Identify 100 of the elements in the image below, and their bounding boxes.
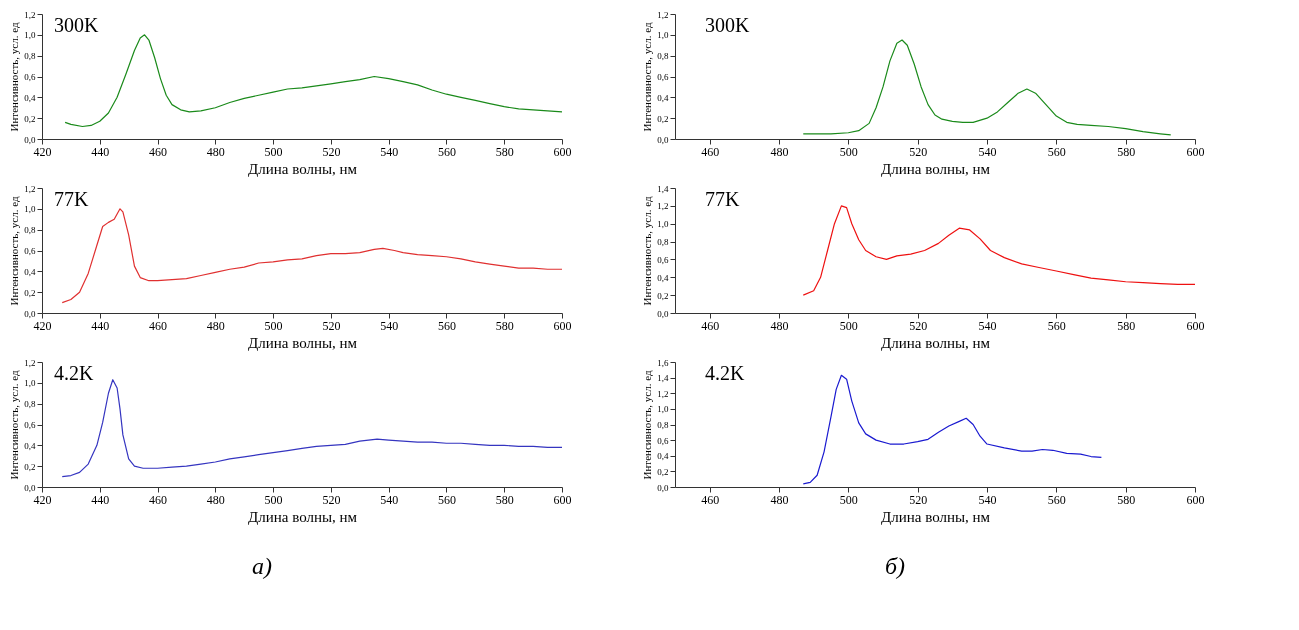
x-tick-label: 580: [495, 492, 514, 507]
y-tick-label: 1,0: [24, 204, 36, 215]
y-tick-label: 0,2: [24, 461, 36, 472]
x-tick-label: 540: [380, 492, 399, 507]
y-tick-label: 0,0: [24, 308, 36, 319]
y-tick-label: 1,0: [24, 378, 36, 389]
y-tick-label: 1,2: [24, 9, 36, 20]
x-tick-label: 460: [701, 492, 720, 507]
x-tick-label: 520: [909, 144, 928, 159]
x-tick-label: 540: [380, 144, 399, 159]
y-tick-label: 0,6: [24, 72, 36, 82]
x-tick-label: 480: [206, 318, 225, 333]
x-tick-label: 540: [978, 144, 997, 159]
x-axis-title: Длина волны, нм: [247, 160, 358, 177]
x-tick-label: 540: [978, 492, 997, 507]
x-tick-label: 520: [909, 492, 928, 507]
line-series: [802, 374, 1102, 485]
y-tick-label: 0,6: [24, 246, 36, 256]
annotation: 300K: [705, 14, 750, 36]
y-tick-label: 0,4: [657, 92, 669, 103]
line-series: [61, 379, 563, 478]
y-tick-label: 0,8: [24, 399, 36, 410]
y-tick-label: 1,0: [657, 404, 669, 415]
y-tick-label: 1,4: [657, 373, 669, 384]
x-tick-label: 480: [770, 318, 789, 333]
x-tick-label: 540: [380, 318, 399, 333]
x-axis-title: Длина волны, нм: [880, 160, 991, 177]
y-tick-label: 0,4: [657, 272, 669, 283]
y-tick-label: 0,0: [657, 308, 669, 319]
x-tick-label: 600: [1186, 318, 1205, 333]
x-tick-label: 560: [437, 492, 456, 507]
y-tick-label: 0,8: [657, 237, 669, 248]
y-tick-label: 0,2: [657, 466, 669, 477]
line-series: [64, 34, 563, 128]
y-tick-label: 0,8: [24, 225, 36, 236]
line-series: [802, 205, 1196, 296]
y-tick-label: 0,6: [657, 254, 669, 265]
y-tick-label: 0,2: [657, 290, 669, 301]
x-tick-label: 420: [33, 144, 52, 159]
y-tick-label: 0,0: [657, 482, 669, 493]
y-tick-label: 0,2: [24, 113, 36, 124]
text: б): [884, 553, 906, 579]
x-tick-label: 600: [553, 492, 572, 507]
text: а): [252, 553, 272, 579]
y-tick-label: 0,2: [657, 113, 669, 124]
x-tick-label: 500: [839, 318, 858, 333]
x-tick-label: 480: [770, 144, 789, 159]
y-tick-label: 1,4: [657, 183, 669, 194]
x-tick-label: 480: [206, 492, 225, 507]
y-tick-label: 0,0: [24, 134, 36, 145]
x-tick-label: 420: [33, 492, 52, 507]
x-tick-label: 520: [322, 144, 341, 159]
y-axis-title: Интенсивность, усл. ед: [641, 370, 654, 480]
annotation: 77K: [705, 188, 740, 210]
x-tick-label: 440: [91, 492, 110, 507]
y-tick-label: 0,4: [657, 451, 669, 462]
y-tick-label: 0,0: [24, 482, 36, 493]
x-tick-label: 540: [978, 318, 997, 333]
x-axis-title: Длина волны, нм: [880, 508, 991, 525]
y-tick-label: 1,6: [657, 357, 669, 368]
x-tick-label: 560: [437, 318, 456, 333]
y-tick-label: 0,4: [24, 440, 36, 451]
x-tick-label: 500: [264, 318, 283, 333]
x-tick-label: 460: [701, 318, 720, 333]
x-tick-label: 580: [1117, 318, 1136, 333]
y-tick-label: 1,2: [657, 9, 669, 20]
y-tick-label: 1,2: [24, 183, 36, 194]
y-tick-label: 0,2: [24, 287, 36, 298]
x-tick-label: 600: [1186, 144, 1205, 159]
y-tick-label: 0,6: [657, 435, 669, 446]
x-tick-label: 480: [206, 144, 225, 159]
x-tick-label: 520: [322, 318, 341, 333]
x-tick-label: 600: [553, 318, 572, 333]
line-series: [802, 39, 1172, 136]
y-tick-label: 0,4: [24, 266, 36, 277]
y-tick-label: 0,4: [24, 92, 36, 103]
x-tick-label: 600: [553, 144, 572, 159]
annotation: 4.2K: [54, 362, 94, 384]
y-tick-label: 1,2: [657, 388, 669, 399]
x-tick-label: 440: [91, 318, 110, 333]
y-tick-label: 0,8: [657, 420, 669, 430]
x-tick-label: 580: [495, 144, 514, 159]
annotation: 77K: [54, 188, 89, 210]
y-axis-title: Интенсивность, усл. ед: [641, 22, 654, 132]
annotation: 300K: [54, 14, 99, 36]
y-tick-label: 1,0: [24, 30, 36, 41]
y-tick-label: 1,0: [657, 30, 669, 41]
x-axis-title: Длина волны, нм: [247, 508, 358, 525]
annotation: 4.2K: [705, 362, 745, 384]
x-tick-label: 500: [839, 144, 858, 159]
y-tick-label: 0,8: [657, 51, 669, 62]
x-tick-label: 580: [1117, 144, 1136, 159]
y-tick-label: 1,0: [657, 219, 669, 230]
x-tick-label: 560: [437, 144, 456, 159]
x-tick-label: 560: [1047, 144, 1066, 159]
x-tick-label: 520: [322, 492, 341, 507]
x-tick-label: 600: [1186, 492, 1205, 507]
x-tick-label: 440: [91, 144, 110, 159]
x-tick-label: 420: [33, 318, 52, 333]
y-axis-title: Интенсивность, усл. ед: [8, 196, 21, 306]
